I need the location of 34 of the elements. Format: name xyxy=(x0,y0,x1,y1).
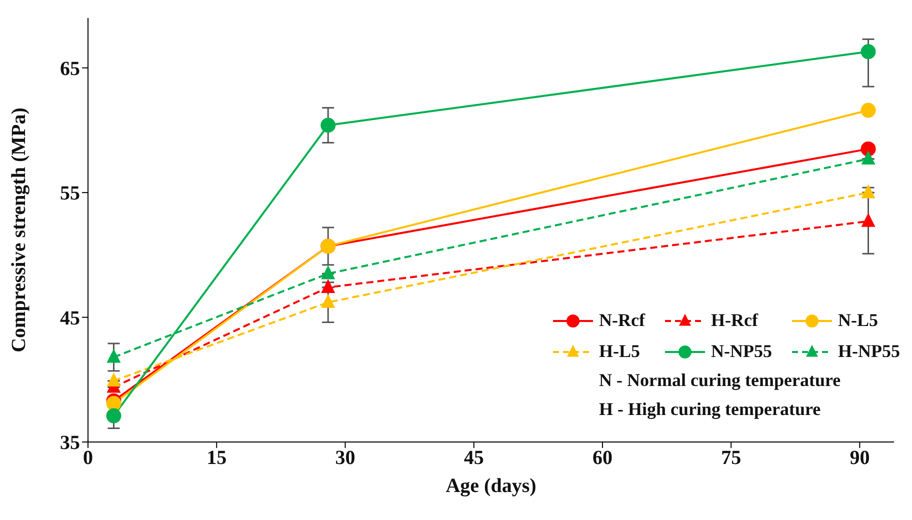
legend-label: H-Rcf xyxy=(711,310,758,331)
point xyxy=(321,278,336,293)
x-tick-label: 0 xyxy=(83,447,93,470)
x-axis-title: Age (days) xyxy=(446,475,536,497)
point xyxy=(860,102,876,118)
legend-label: N-NP55 xyxy=(711,341,772,362)
y-tick-label: 35 xyxy=(60,432,80,454)
x-tick-label: 15 xyxy=(206,447,227,470)
y-tick-label: 65 xyxy=(60,58,80,80)
x-tick-label: 45 xyxy=(464,447,484,470)
x-tick-label: 30 xyxy=(335,447,356,470)
point xyxy=(321,294,336,308)
legend-label: H-NP55 xyxy=(838,341,900,362)
point xyxy=(320,118,336,133)
point xyxy=(861,184,876,198)
y-tick-label: 55 xyxy=(60,182,80,205)
point xyxy=(861,212,876,227)
legend-label: H-L5 xyxy=(599,341,640,362)
annotation: H - High curing temperature xyxy=(599,399,822,420)
y-axis-title: Compressive strength (MPa) xyxy=(8,108,30,352)
x-tick-label: 90 xyxy=(850,447,870,470)
point xyxy=(106,408,122,424)
point xyxy=(860,141,876,156)
legend-label: N-Rcf xyxy=(599,310,645,331)
y-tick-label: 45 xyxy=(60,307,80,330)
legend-label: N-L5 xyxy=(838,310,878,331)
x-tick-label: 60 xyxy=(592,447,612,470)
point xyxy=(106,372,121,386)
annotation: N - Normal curing temperature xyxy=(599,370,842,391)
point xyxy=(860,44,876,60)
point xyxy=(106,348,121,363)
point xyxy=(861,150,876,165)
x-tick-label: 75 xyxy=(721,447,742,470)
point xyxy=(321,265,336,280)
